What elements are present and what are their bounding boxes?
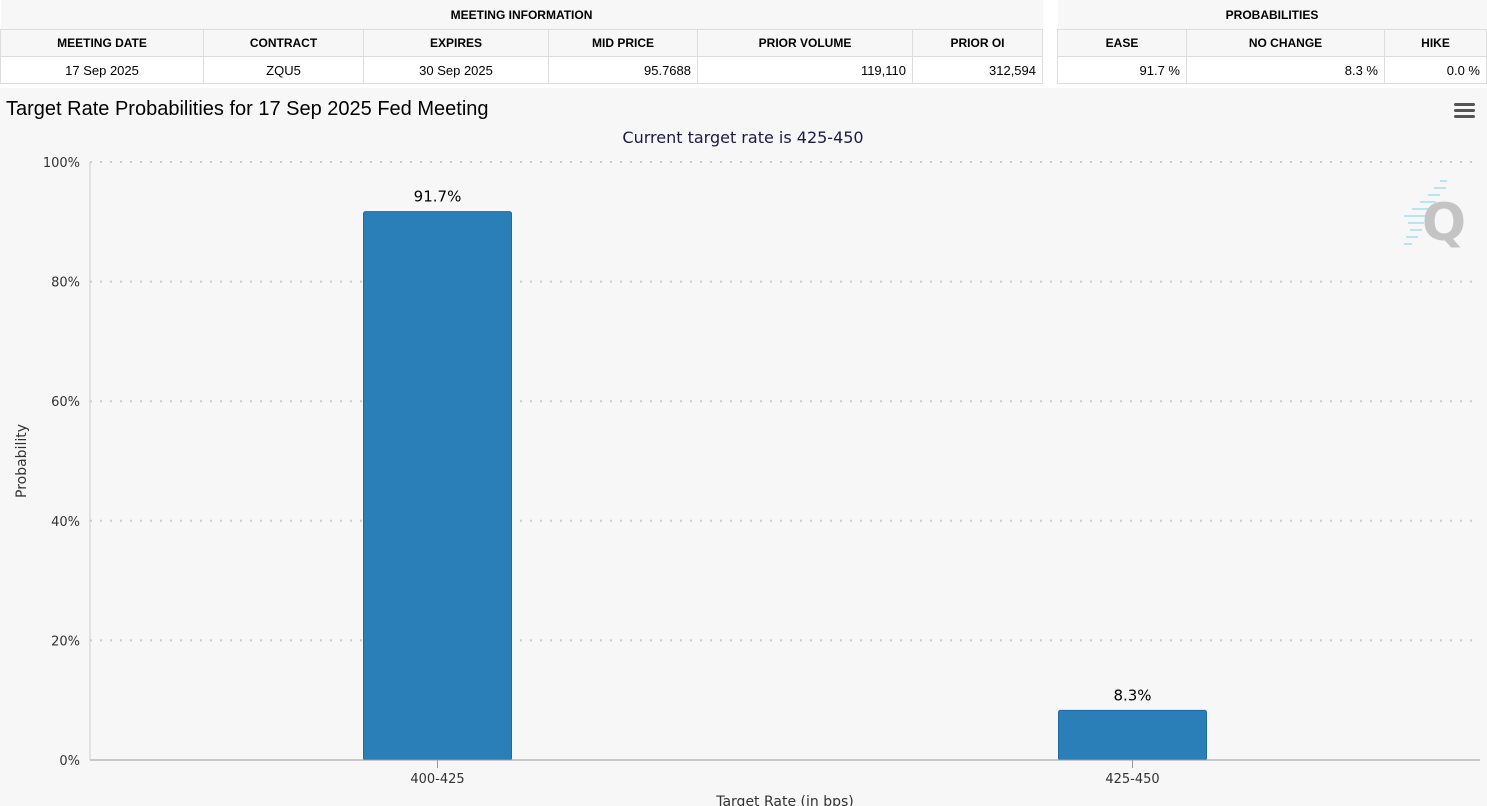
chart-subtitle: Current target rate is 425-450 <box>622 128 863 147</box>
col-ease: EASE <box>1057 29 1187 57</box>
col-contract: CONTRACT <box>203 29 364 57</box>
prior-volume: 119,110 <box>697 56 913 84</box>
ease-value: 91.7 % <box>1057 56 1187 84</box>
x-tick-label: 400-425 <box>410 772 464 787</box>
table-row: 17 Sep 2025 ZQU5 30 Sep 2025 95.7688 119… <box>0 56 1043 84</box>
bar-chart: Target Rate Probabilities for 17 Sep 202… <box>6 98 1480 806</box>
y-tick-label: 80% <box>51 276 80 291</box>
data-label: 91.7% <box>414 188 462 206</box>
hamburger-menu-icon[interactable] <box>1454 103 1475 118</box>
y-tick-label: 60% <box>51 395 80 410</box>
chart-title: Target Rate Probabilities for 17 Sep 202… <box>6 98 489 120</box>
y-tick-label: 0% <box>59 754 80 769</box>
probabilities-header: PROBABILITIES <box>1057 0 1487 30</box>
expires: 30 Sep 2025 <box>363 56 549 84</box>
col-prior-oi: PRIOR OI <box>912 29 1043 57</box>
col-expires: EXPIRES <box>363 29 549 57</box>
table-gap <box>1043 0 1057 84</box>
probabilities-table: PROBABILITIES EASE NO CHANGE HIKE 91.7 %… <box>1057 0 1487 84</box>
bar-400-425[interactable] <box>363 211 512 761</box>
col-prior-volume: PRIOR VOLUME <box>697 29 913 57</box>
no-change-value: 8.3 % <box>1186 56 1385 84</box>
y-tick-label: 40% <box>51 515 80 530</box>
q-logo-icon: Q <box>1404 180 1466 253</box>
svg-text:Q: Q <box>1422 193 1466 253</box>
col-hike: HIKE <box>1384 29 1487 57</box>
meeting-date: 17 Sep 2025 <box>0 56 204 84</box>
mid-price: 95.7688 <box>548 56 698 84</box>
meeting-information-table: MEETING INFORMATION MEETING DATE CONTRAC… <box>0 0 1043 84</box>
data-label: 8.3% <box>1113 686 1151 704</box>
prior-oi: 312,594 <box>912 56 1043 84</box>
chart-container: Target Rate Probabilities for 17 Sep 202… <box>0 88 1487 806</box>
x-tick-label: 425-450 <box>1105 772 1159 787</box>
contract: ZQU5 <box>203 56 364 84</box>
col-no-change: NO CHANGE <box>1186 29 1385 57</box>
y-axis-title: Probability <box>14 424 30 498</box>
table-row: 91.7 % 8.3 % 0.0 % <box>1057 56 1487 84</box>
bar-425-450[interactable] <box>1058 709 1207 761</box>
col-meeting-date: MEETING DATE <box>0 29 204 57</box>
meeting-information-header: MEETING INFORMATION <box>0 0 1043 30</box>
hike-value: 0.0 % <box>1384 56 1487 84</box>
x-axis-title: Target Rate (in bps) <box>715 794 854 806</box>
y-tick-label: 100% <box>43 156 80 171</box>
col-mid-price: MID PRICE <box>548 29 698 57</box>
y-tick-label: 20% <box>51 634 80 649</box>
